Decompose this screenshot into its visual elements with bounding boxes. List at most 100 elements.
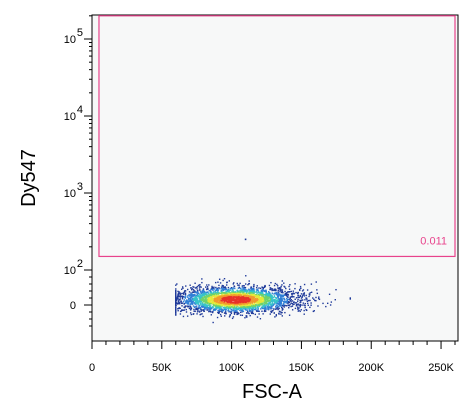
data-point — [225, 284, 228, 286]
data-point — [189, 307, 191, 310]
data-point — [181, 298, 184, 300]
data-point — [208, 297, 210, 299]
data-point — [269, 313, 271, 315]
data-point — [329, 304, 332, 306]
data-point — [209, 310, 211, 312]
data-point — [242, 302, 244, 305]
data-point — [243, 285, 245, 287]
data-point — [299, 289, 301, 292]
data-point — [238, 303, 240, 305]
data-point — [244, 288, 246, 290]
data-point — [228, 316, 231, 318]
x-tick-label: 250K — [428, 362, 454, 374]
data-point — [286, 295, 288, 297]
y-tick-label: 10 — [64, 188, 76, 200]
data-point — [193, 310, 195, 312]
data-point — [248, 283, 250, 285]
data-point — [212, 308, 215, 311]
data-point — [274, 292, 276, 294]
data-point — [216, 291, 219, 293]
data-point — [192, 305, 195, 307]
data-point — [276, 294, 279, 296]
data-point — [221, 284, 224, 287]
data-point — [224, 315, 226, 317]
data-point — [246, 290, 249, 292]
data-point — [233, 313, 236, 315]
data-point — [213, 295, 216, 298]
data-point — [214, 304, 217, 306]
data-point — [211, 285, 213, 288]
data-point — [192, 289, 195, 291]
data-point — [200, 291, 202, 294]
data-point — [204, 306, 206, 308]
data-point — [283, 297, 285, 300]
data-point — [290, 305, 292, 308]
data-point — [238, 304, 241, 307]
data-point — [197, 293, 199, 296]
data-point — [179, 294, 182, 296]
data-point — [243, 307, 245, 310]
data-point — [282, 305, 284, 307]
y-tick-label: 0 — [70, 300, 76, 312]
data-point — [196, 305, 198, 307]
data-point — [255, 295, 258, 298]
data-point — [274, 296, 277, 299]
data-point — [294, 283, 296, 285]
data-point — [255, 295, 257, 297]
data-point — [264, 303, 266, 305]
data-point — [181, 286, 184, 288]
data-point — [277, 299, 279, 302]
data-point — [206, 309, 208, 311]
data-point — [245, 309, 247, 311]
data-point — [191, 288, 194, 290]
data-point — [303, 295, 306, 297]
data-point — [211, 292, 213, 295]
data-point — [257, 303, 260, 305]
data-point — [287, 302, 289, 305]
data-point — [197, 295, 199, 298]
data-point — [251, 312, 254, 314]
data-point — [194, 296, 196, 298]
data-point — [295, 305, 298, 307]
data-point — [270, 281, 272, 284]
data-point — [218, 308, 221, 310]
data-point — [208, 284, 210, 286]
data-point — [237, 284, 239, 286]
data-point — [206, 291, 208, 294]
data-point — [229, 292, 232, 294]
data-point — [230, 312, 233, 315]
data-point — [290, 295, 293, 298]
data-point — [281, 290, 283, 293]
data-point — [292, 303, 294, 306]
data-point — [326, 302, 329, 305]
data-point — [256, 301, 258, 303]
x-tick-label: 100K — [219, 362, 245, 374]
data-point — [200, 297, 202, 299]
y-tick-exponent: 5 — [77, 27, 83, 39]
data-point — [296, 300, 299, 302]
data-point — [211, 307, 213, 309]
data-point — [244, 286, 246, 289]
data-point — [208, 306, 210, 309]
data-point — [242, 288, 245, 290]
data-point — [228, 302, 230, 304]
data-point — [283, 304, 286, 307]
data-point — [257, 288, 259, 290]
data-point — [240, 311, 242, 313]
data-point — [214, 298, 217, 301]
data-point — [271, 299, 274, 301]
data-point — [253, 283, 255, 286]
data-point — [239, 282, 241, 285]
data-point — [233, 299, 236, 301]
data-point — [225, 302, 227, 305]
data-point — [240, 289, 242, 292]
data-point — [196, 301, 198, 303]
data-point — [197, 307, 200, 310]
data-point — [259, 305, 261, 307]
data-point — [286, 305, 288, 307]
data-point — [303, 313, 305, 315]
data-point — [175, 299, 178, 302]
data-point — [199, 285, 201, 288]
data-point — [281, 315, 283, 317]
